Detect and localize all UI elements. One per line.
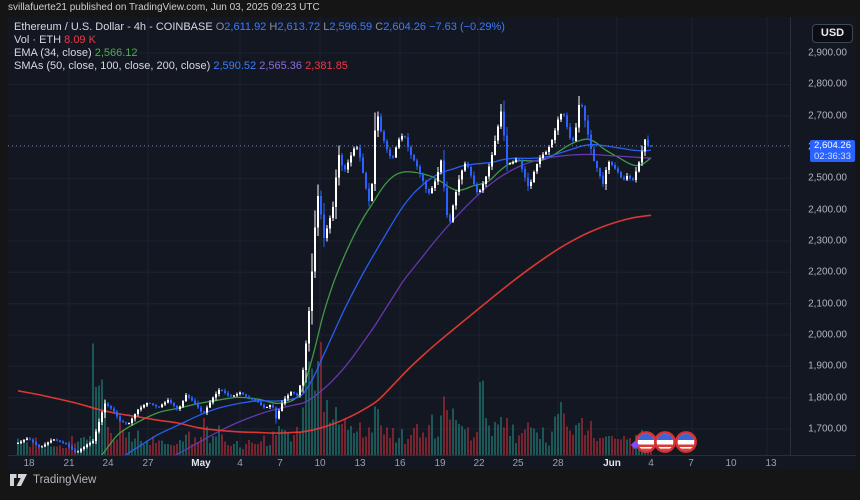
attribution-bar: svillafuerte21 published on TradingView.…	[8, 2, 320, 13]
time-tick-label: Jun	[603, 458, 621, 469]
ema-value: 2,566.12	[94, 47, 138, 59]
price-tick-label: 2,300.00	[808, 235, 847, 247]
chart-card: Ethereum / U.S. Dollar - 4h - COINBASE O…	[8, 17, 856, 470]
price-tick-label: 1,900.00	[808, 360, 847, 372]
sma200-value: 2,381.85	[305, 60, 348, 72]
time-axis[interactable]: 18 21 24 27 May 4 7 10 13 16 19 22 25 28 Jun 4 7 10 13	[8, 455, 856, 470]
sma50-value: 2,590.52	[213, 60, 257, 72]
flag-ball-sticker	[635, 431, 657, 453]
time-tick-label: 25	[512, 458, 524, 469]
ohlc-high-key: H	[269, 21, 278, 33]
tradingview-logo-icon	[10, 473, 27, 487]
legend-smas-row[interactable]: SMAs (50, close, 100, close, 200, close)…	[14, 60, 505, 73]
legend-volume-row[interactable]: Vol · ETH 8.09 K	[14, 34, 505, 47]
time-tick-label: 22	[473, 458, 485, 469]
price-tick-label: 2,500.00	[808, 172, 847, 184]
time-tick-label: 18	[23, 458, 35, 469]
price-tick-label: 2,800.00	[808, 78, 847, 90]
ohlc-close-key: C	[375, 21, 384, 33]
ohlc-open-value: 2,611.92	[224, 21, 267, 33]
price-chart-pane[interactable]	[8, 17, 790, 455]
price-tick-label: 2,700.00	[808, 110, 847, 122]
time-tick-label: May	[191, 458, 211, 469]
flag-ball-sticker	[675, 431, 697, 453]
time-tick-label: 4	[648, 458, 654, 469]
ohlc-high-value: 2,613.72	[277, 21, 321, 33]
ohlc-low-key: L	[323, 21, 330, 33]
time-tick-label: 24	[102, 458, 114, 469]
legend-symbol-row[interactable]: Ethereum / U.S. Dollar - 4h - COINBASE O…	[14, 21, 505, 34]
price-tick-label: 2,200.00	[808, 266, 847, 278]
change-value: −7.63 (−0.29%)	[429, 21, 505, 33]
time-tick-label: 27	[142, 458, 154, 469]
price-tick-label: 1,800.00	[808, 392, 847, 404]
flag-ball-sticker	[654, 431, 676, 453]
time-tick-label: 7	[688, 458, 694, 469]
time-tick-label: 13	[354, 458, 366, 469]
price-tick-label: 1,700.00	[808, 423, 847, 435]
last-price-value: 2,604.26	[814, 140, 851, 152]
sma100-value: 2,565.36	[259, 60, 303, 72]
price-tick-label: 2,100.00	[808, 298, 847, 310]
ohlc-open-key: O	[215, 21, 225, 33]
time-tick-label: 7	[277, 458, 283, 469]
price-tick-label: 2,400.00	[808, 204, 847, 216]
currency-toggle-button[interactable]: USD	[812, 24, 853, 43]
smas-label: SMAs (50, close, 100, close, 200, close)	[14, 60, 211, 72]
ohlc-low-value: 2,596.59	[329, 21, 373, 33]
volume-label: Vol · ETH	[14, 34, 62, 46]
time-tick-label: 10	[314, 458, 326, 469]
time-tick-label: 21	[63, 458, 75, 469]
bar-countdown: 02:36:33	[814, 151, 851, 163]
price-tick-label: 2,900.00	[808, 47, 847, 59]
volume-value: 8.09 K	[64, 34, 96, 46]
time-tick-label: 4	[237, 458, 243, 469]
last-price-label: 2,604.26 02:36:33	[810, 140, 855, 163]
time-tick-label: 28	[552, 458, 564, 469]
price-axis[interactable]: USD 2,900.002,800.002,700.002,600.002,50…	[790, 17, 856, 455]
time-tick-label: 16	[394, 458, 406, 469]
ema-label: EMA (34, close)	[14, 47, 92, 59]
time-tick-label: 19	[434, 458, 446, 469]
legend-ema-row[interactable]: EMA (34, close) 2,566.12	[14, 47, 505, 60]
ohlc-close-value: 2,604.26	[383, 21, 427, 33]
price-tick-label: 2,000.00	[808, 329, 847, 341]
time-tick-label: 13	[765, 458, 777, 469]
symbol-title: Ethereum / U.S. Dollar - 4h - COINBASE	[14, 21, 213, 33]
time-tick-label: 10	[725, 458, 737, 469]
chart-legend: Ethereum / U.S. Dollar - 4h - COINBASE O…	[14, 21, 505, 73]
tradingview-brand-text: TradingView	[33, 474, 97, 486]
tradingview-footer[interactable]: TradingView	[10, 473, 96, 487]
